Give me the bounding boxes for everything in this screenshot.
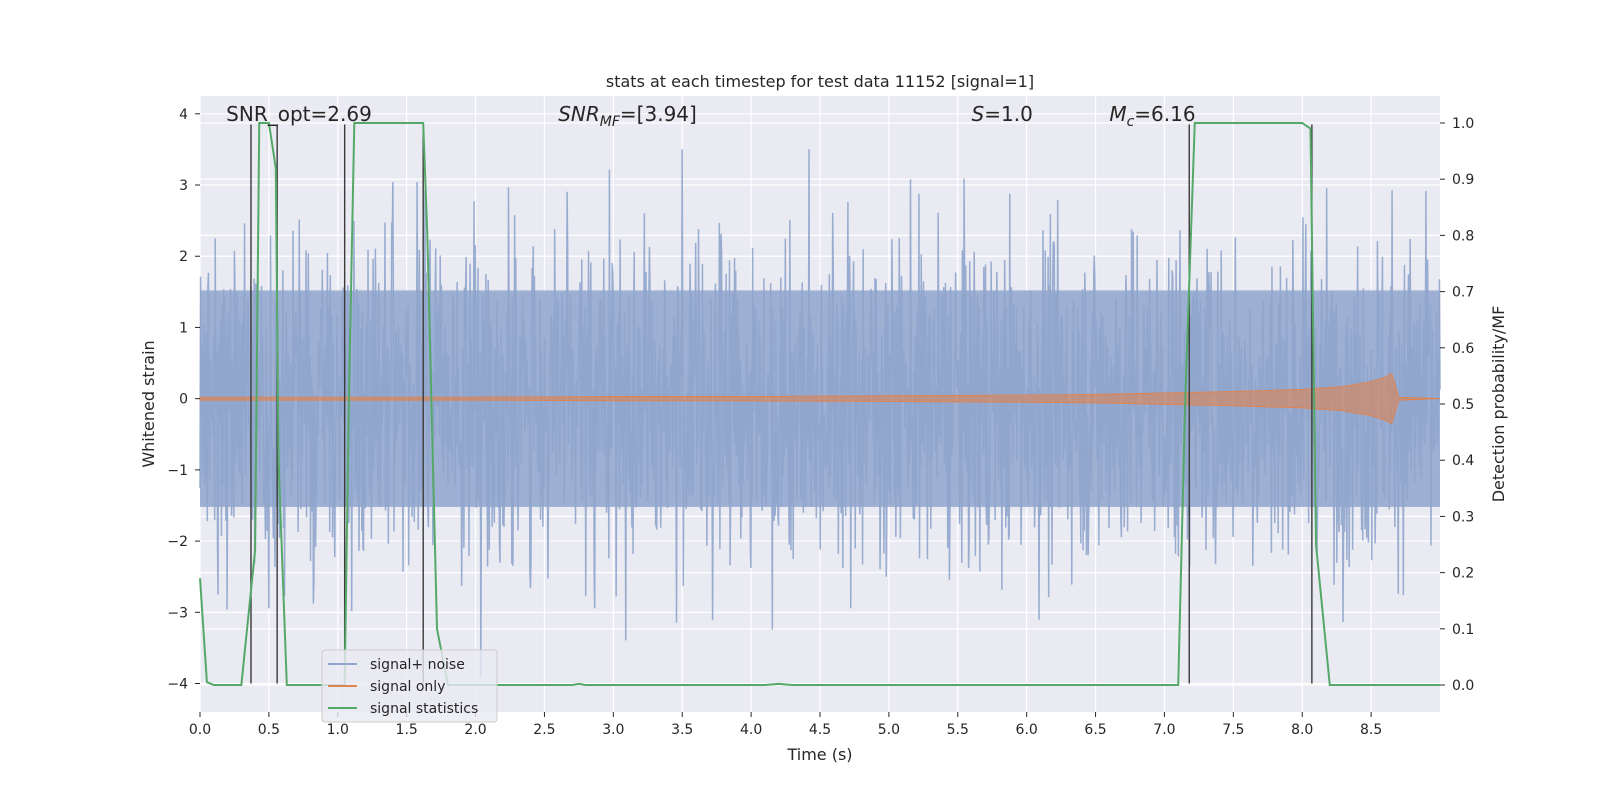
x-tick-label: 3.5 — [671, 722, 693, 738]
x-tick-label: 8.0 — [1291, 722, 1313, 738]
x-tick-label: 5.5 — [947, 722, 969, 738]
signal-statistics-series — [199, 121, 1440, 687]
y-left-tick-label: −2 — [167, 534, 188, 550]
y-left-tick-label: −4 — [167, 677, 188, 693]
chart-title: stats at each timestep for test data 111… — [606, 72, 1034, 91]
annotation-text: Mc=6.16 — [1109, 102, 1195, 130]
x-tick-label: 0.0 — [189, 722, 211, 738]
x-tick-label: 6.5 — [1084, 722, 1106, 738]
y-left-tick-label: −1 — [167, 463, 188, 479]
x-tick-label: 0.5 — [258, 722, 280, 738]
y-right-axis-label: Detection probability/MF — [1489, 306, 1508, 503]
y-right-tick-label: 0.5 — [1452, 397, 1474, 413]
legend-box — [321, 649, 498, 723]
legend-label-signal-statistics: signal statistics — [370, 701, 478, 717]
y-right-tick-label: 0.6 — [1452, 341, 1474, 357]
y-right-tick-label: 0.4 — [1452, 453, 1474, 469]
x-tick-label: 2.0 — [464, 722, 486, 738]
y-right-tick-label: 0.9 — [1452, 172, 1474, 188]
y-left-axis-label: Whitened strain — [139, 340, 158, 467]
y-left-tick-label: 2 — [179, 249, 188, 265]
y-right-axis-ticks: 0.0 0.1 0.2 0.3 0.4 0.5 0.6 0.7 0.8 0.9 1.0 — [1440, 116, 1474, 694]
x-tick-label: 3.0 — [602, 722, 624, 738]
signal-only-envelope — [199, 373, 1441, 425]
y-left-tick-label: 0 — [179, 392, 188, 408]
x-axis-label: Time (s) — [786, 745, 852, 764]
annotation-text: SNRMF=[3.94] — [558, 102, 697, 130]
y-left-tick-label: 3 — [179, 178, 188, 194]
y-right-tick-label: 1.0 — [1452, 116, 1474, 132]
x-tick-label: 6.0 — [1016, 722, 1038, 738]
x-tick-label: 2.5 — [533, 722, 555, 738]
annotation-text: SNR_opt=2.69 — [226, 102, 372, 126]
y-right-tick-label: 0.3 — [1452, 509, 1474, 525]
x-tick-label: 4.0 — [740, 722, 762, 738]
y-left-tick-label: 1 — [179, 320, 188, 336]
y-right-tick-label: 0.2 — [1452, 566, 1474, 582]
x-tick-label: 1.0 — [327, 722, 349, 738]
y-left-tick-label: −3 — [167, 605, 188, 621]
y-right-tick-label: 0.7 — [1452, 285, 1474, 301]
x-axis-ticks: 0.0 0.5 1.0 1.5 2.0 2.5 3.0 3.5 4.0 4.5 5.0 5.5 6.0 6… — [189, 712, 1382, 738]
x-tick-label: 8.5 — [1360, 722, 1382, 738]
signal-statistics-line — [199, 121, 1440, 687]
x-tick-label: 7.5 — [1222, 722, 1244, 738]
legend: signal+ noise signal only signal statist… — [321, 649, 498, 723]
y-right-tick-label: 0.8 — [1452, 228, 1474, 244]
x-tick-label: 5.0 — [878, 722, 900, 738]
x-tick-label: 1.5 — [396, 722, 418, 738]
y-right-tick-label: 0.1 — [1452, 622, 1474, 638]
y-right-tick-label: 0.0 — [1452, 678, 1474, 694]
legend-label-signal-noise: signal+ noise — [370, 657, 465, 673]
annotations: SNR_opt=2.69 SNRMF=[3.94] S=1.0 Mc=6.16 — [226, 102, 1195, 130]
annotation-text: S=1.0 — [972, 102, 1033, 126]
legend-label-signal-only: signal only — [370, 679, 445, 695]
y-left-axis-ticks: −4 −3 −2 −1 0 1 2 3 4 — [167, 107, 200, 693]
x-tick-label: 4.5 — [809, 722, 831, 738]
signal-only-series — [199, 373, 1441, 425]
x-tick-label: 7.0 — [1153, 722, 1175, 738]
y-left-tick-label: 4 — [179, 107, 188, 123]
